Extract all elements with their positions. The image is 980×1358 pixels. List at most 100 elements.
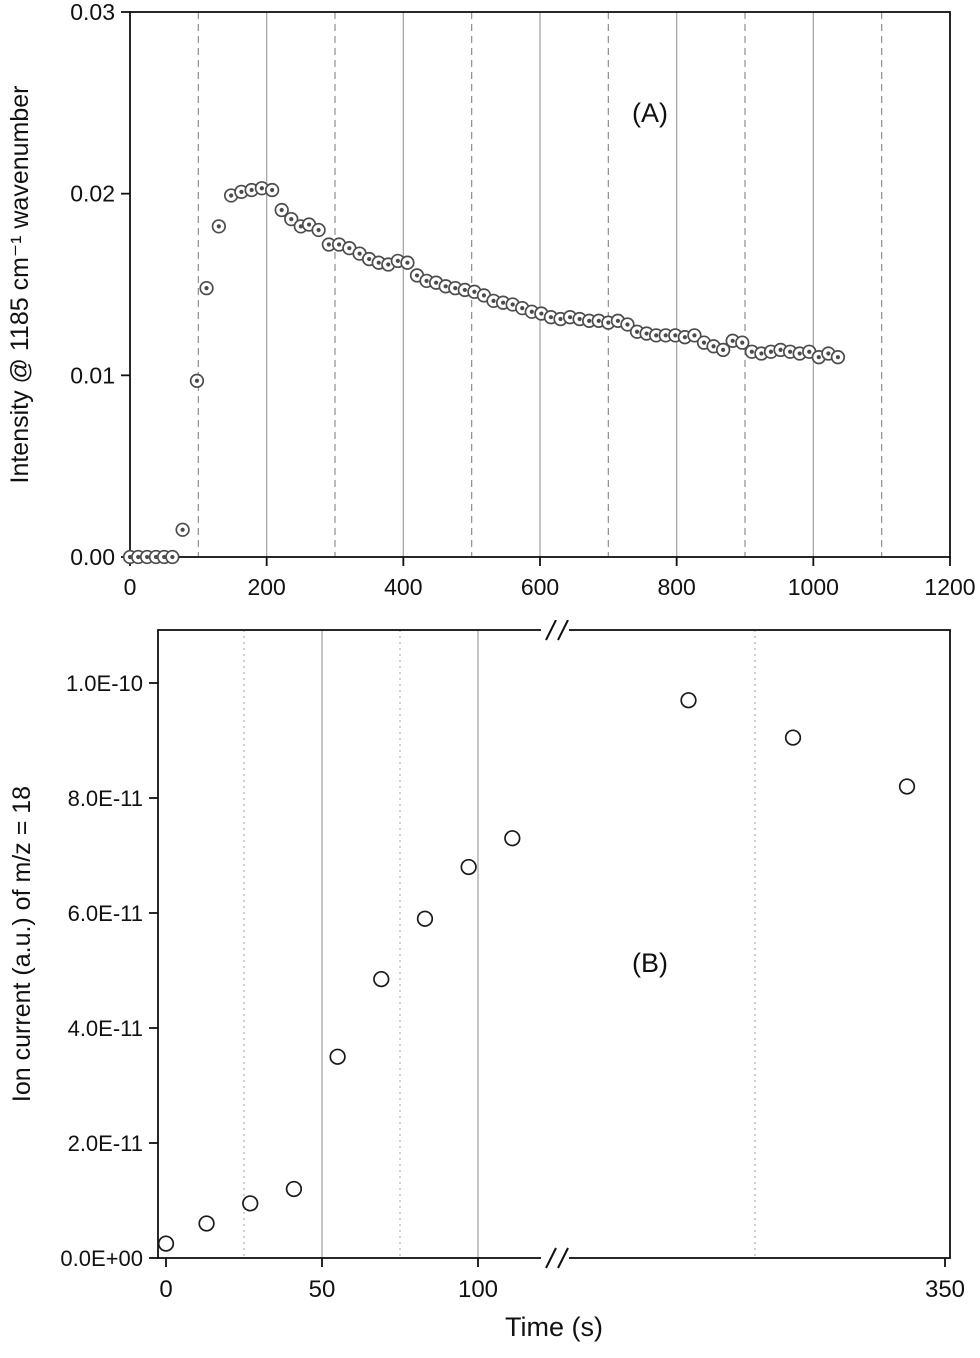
data-point xyxy=(898,778,916,795)
panel-b-label: (B) xyxy=(632,948,668,978)
y-tick-label: 0.03 xyxy=(70,0,115,25)
data-point-center-dot xyxy=(548,315,554,320)
y-tick-label: 8.0E-11 xyxy=(68,786,143,811)
data-point-center-dot xyxy=(778,347,783,352)
data-point-center-dot xyxy=(682,335,687,340)
y-tick-label: 0.0E+00 xyxy=(60,1246,143,1271)
data-point-center-dot xyxy=(759,351,764,356)
data-point-center-dot xyxy=(326,242,331,247)
data-point-center-dot xyxy=(730,338,735,343)
data-point-center-dot xyxy=(229,193,234,198)
data-point-center-dot xyxy=(367,256,372,262)
data-point-center-dot xyxy=(816,355,821,360)
data-point-center-dot xyxy=(405,260,410,265)
data-point-center-dot xyxy=(740,340,745,345)
data-point-center-dot xyxy=(625,322,630,327)
x-tick-label: 0 xyxy=(159,1276,172,1303)
y-tick-label: 0.02 xyxy=(70,181,115,207)
x-tick-label: 1200 xyxy=(924,574,975,600)
data-point-center-dot xyxy=(472,289,477,294)
data-point-center-dot xyxy=(558,316,563,322)
y-tick-label: 0.01 xyxy=(70,362,115,388)
axis-break-slash xyxy=(557,620,569,641)
data-points xyxy=(122,181,846,565)
data-point xyxy=(784,729,802,746)
data-point-center-dot xyxy=(701,340,707,345)
data-point xyxy=(373,970,390,988)
x-tick-label: 100 xyxy=(458,1276,498,1303)
data-point-center-dot xyxy=(337,242,342,247)
data-point-center-dot xyxy=(711,344,716,349)
x-tick-label: 0 xyxy=(124,574,137,600)
data-point-center-dot xyxy=(644,331,649,336)
data-point-center-dot xyxy=(749,349,754,354)
data-point-center-dot xyxy=(654,333,659,338)
y-tick-label: 2.0E-11 xyxy=(68,1131,143,1156)
data-point-center-dot xyxy=(239,189,244,194)
data-point-center-dot xyxy=(306,222,312,227)
x-tick-label: 350 xyxy=(925,1276,965,1303)
panel-b-chart: 0 50 100 350 0.0E+00 2.0E-11 4.0E-11 6.0E-11 8.0… xyxy=(8,620,965,1342)
data-point-center-dot xyxy=(259,186,264,191)
data-point-center-dot xyxy=(835,355,841,360)
data-point-center-dot xyxy=(279,207,284,213)
data-point-center-dot xyxy=(539,311,544,316)
data-point-center-dot xyxy=(180,527,185,532)
data-point-center-dot xyxy=(673,333,678,338)
data-point-center-dot xyxy=(567,315,573,320)
data-point-center-dot xyxy=(289,217,294,222)
data-point-center-dot xyxy=(520,306,525,311)
plot-border xyxy=(157,629,951,1259)
axis-ticks: 0 50 100 350 0.0E+00 2.0E-11 4.0E-11 6.0E-11 8.0… xyxy=(60,671,965,1303)
data-point-center-dot xyxy=(807,349,812,354)
data-point-center-dot xyxy=(144,554,150,560)
data-point-center-dot xyxy=(453,286,458,291)
x-tick-label: 1000 xyxy=(788,574,839,600)
data-point-center-dot xyxy=(443,284,448,289)
y-axis-title: Ion current (a.u.) of m/z = 18 xyxy=(8,786,36,1102)
y-tick-label: 6.0E-11 xyxy=(68,901,143,926)
data-points xyxy=(157,692,916,1252)
data-point-center-dot xyxy=(826,351,831,356)
gridlines xyxy=(197,12,883,557)
data-point-center-dot xyxy=(606,320,611,325)
x-axis-title: Time (s) xyxy=(505,1312,603,1342)
data-point-center-dot xyxy=(127,554,133,560)
data-point-center-dot xyxy=(386,262,391,267)
data-point-center-dot xyxy=(501,300,506,305)
data-point-center-dot xyxy=(216,224,221,229)
data-point-center-dot xyxy=(692,333,697,338)
data-point-center-dot xyxy=(434,280,439,285)
data-point-center-dot xyxy=(491,298,496,303)
data-point xyxy=(157,1235,175,1252)
data-point xyxy=(504,830,521,847)
x-tick-label: 50 xyxy=(309,1276,336,1303)
data-point xyxy=(460,858,477,876)
data-point-center-dot xyxy=(347,246,352,251)
data-point-center-dot xyxy=(194,378,200,383)
data-point-center-dot xyxy=(162,554,167,560)
axis-ticks: 0 200 400 600 800 1000 1200 0.00 0.01 0.02 0.03 xyxy=(70,0,975,600)
data-point-center-dot xyxy=(357,251,362,256)
y-tick-label: 1.0E-10 xyxy=(66,671,143,696)
data-point xyxy=(680,692,697,709)
x-tick-label: 200 xyxy=(247,574,285,600)
data-point-center-dot xyxy=(615,318,621,323)
data-point-center-dot xyxy=(797,351,802,356)
data-point-center-dot xyxy=(136,554,141,560)
x-tick-label: 600 xyxy=(521,574,559,600)
data-point-center-dot xyxy=(424,278,429,283)
data-point-center-dot xyxy=(395,258,400,263)
x-tick-label: 800 xyxy=(657,574,695,600)
data-point-center-dot xyxy=(587,318,592,323)
data-point-center-dot xyxy=(663,333,668,338)
panel-a-label: (A) xyxy=(632,98,668,128)
data-point-center-dot xyxy=(529,309,534,314)
data-point-center-dot xyxy=(788,349,793,354)
axis-break-slash xyxy=(557,1247,569,1269)
gridlines xyxy=(243,630,756,1258)
data-point-center-dot xyxy=(414,273,420,278)
data-point xyxy=(416,910,434,927)
data-point-center-dot xyxy=(481,293,487,298)
